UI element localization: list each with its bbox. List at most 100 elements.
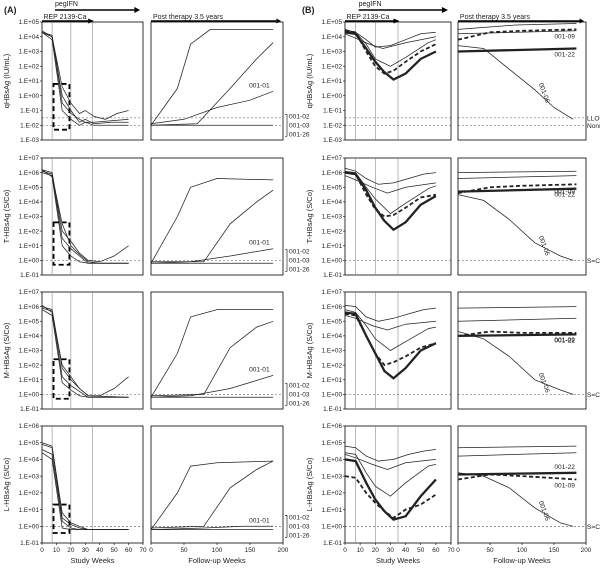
label-bracket: [285, 514, 288, 538]
series-unlabeled-3-study-b-row2: [345, 167, 436, 185]
y-tick-label: 1.E+00: [19, 258, 40, 265]
y-tick-label: 1.E+05: [322, 440, 343, 447]
series-001-03-follow-a-row4: [151, 460, 274, 529]
grid-layer: [40, 7, 587, 545]
series-001-03-follow-a-row3: [151, 320, 274, 397]
plot-frame-follow-b-row1: [457, 21, 587, 141]
label-001-01: 001-01: [249, 517, 270, 524]
y-axis-label-b-row1: qHBsAg (IU/mL): [305, 53, 314, 108]
y-tick-label: 1.E-01: [323, 406, 342, 413]
series-001-03-follow-a-row1: [151, 42, 274, 126]
y-tick-label: 1.E+02: [19, 228, 40, 235]
series-001-02-follow-a-row1: [151, 29, 274, 126]
y-tick-label: 1.E-01: [20, 108, 39, 115]
x-tick-label: 30: [82, 547, 90, 554]
text-layer: pegIFN REP 2139-Ca Post therapy 3.5 years p…: [2, 1, 600, 565]
series-001-26-study-a-row3: [42, 309, 129, 398]
y-tick-label: 1.E+01: [19, 377, 40, 384]
x-tick-label: 40: [96, 547, 104, 554]
y-tick-label: 1.E+01: [322, 507, 343, 514]
series-unlabeled-3-follow-b-row2: [458, 170, 577, 173]
series-unlabeled-4-study-b-row2: [345, 175, 436, 194]
y-tick-label: 1.E+00: [322, 523, 343, 530]
series-001-01-follow-a-row1: [151, 90, 274, 125]
series-001-26-study-a-row1: [42, 31, 129, 126]
series-unlabeled-4-study-b-row3: [345, 315, 436, 331]
x-tick-label: 10: [357, 547, 365, 554]
series-001-06-follow-b-row3: [458, 331, 574, 395]
y-tick-label: 1.E+06: [19, 423, 40, 430]
label-001-01: 001-01: [249, 240, 270, 247]
label-001-26: 001-26: [289, 532, 310, 539]
y-tick-label: 1.E+05: [19, 184, 40, 191]
y-tick-label: 1.E+05: [322, 184, 343, 191]
series-001-09-study-b-row3: [345, 313, 437, 367]
x-tick-label: 50: [486, 547, 494, 554]
label-001-09: 001-09: [554, 337, 575, 344]
x-tick-label: 150: [549, 547, 560, 554]
post-therapy-arrowhead: [579, 18, 585, 24]
series-001-22-follow-b-row1: [458, 47, 577, 53]
series-001-01-follow-a-row2: [151, 248, 274, 264]
y-tick-label: 1.E-02: [323, 122, 342, 129]
y-tick-label: 1.E+04: [19, 34, 40, 41]
y-tick-label: 1.E+03: [322, 214, 343, 221]
label-001-02: 001-02: [289, 382, 310, 389]
y-tick-label: 1.E+01: [19, 78, 40, 85]
x-tick-label: 70: [139, 547, 147, 554]
y-axis-label-a-row2: T-HBsAg (S/Co): [2, 189, 11, 243]
series-001-01-study-a-row3: [42, 306, 129, 397]
ref-label-sco: S=Co: [587, 392, 600, 399]
panel-label-a: (A): [4, 5, 17, 15]
series-001-02-study-a-row3: [42, 307, 129, 398]
series-001-06-study-b-row4: [345, 452, 436, 497]
y-tick-label: 1.E+00: [19, 392, 40, 399]
y-tick-label: 1.E+05: [322, 318, 343, 325]
label-bracket: [285, 249, 288, 272]
y-tick-label: 1.E+00: [19, 93, 40, 100]
y-tick-label: 1.E+03: [322, 348, 343, 355]
series-001-02-study-a-row1: [42, 31, 129, 125]
y-tick-label: 1.E+03: [19, 49, 40, 56]
label-001-03: 001-03: [289, 391, 310, 398]
y-tick-label: 1.E+02: [19, 63, 40, 70]
y-tick-label: 1.E+04: [322, 199, 343, 206]
series-unlabeled-4-follow-b-row3: [458, 317, 577, 322]
ref-label-nonreactive: Nonreactive: [587, 123, 600, 130]
y-tick-label: 1.E-01: [20, 406, 39, 413]
post-therapy-arrowhead: [276, 18, 282, 24]
y-tick-label: 1.E+01: [322, 78, 343, 85]
label-001-22: 001-22: [554, 52, 575, 59]
y-tick-label: 1.E+04: [19, 333, 40, 340]
label-001-09: 001-09: [554, 482, 575, 489]
panel-label-b: (B): [302, 5, 315, 15]
x-tick-label: 100: [517, 547, 528, 554]
y-tick-label: 1.E-02: [20, 122, 39, 129]
x-tick-label: 0: [149, 547, 153, 554]
series-001-26-study-a-row4: [42, 452, 129, 530]
series-layer: [42, 23, 577, 530]
y-tick-label: 1.E+00: [322, 93, 343, 100]
series-unlabeled-3-study-b-row1: [345, 29, 436, 48]
x-axis-label-study: Study Weeks: [70, 556, 114, 565]
label-001-03: 001-03: [289, 257, 310, 264]
y-tick-label: 1.E+05: [19, 440, 40, 447]
label-001-22: 001-22: [554, 192, 575, 199]
series-001-01-follow-a-row3: [151, 375, 274, 398]
x-tick-label: 50: [180, 547, 188, 554]
x-axis-label-follow: Follow-up Weeks: [493, 556, 551, 565]
y-tick-label: 1.E+00: [322, 258, 343, 265]
series-001-03-study-a-row1: [42, 30, 129, 120]
y-tick-label: 1.E+01: [322, 377, 343, 384]
series-001-06-study-b-row3: [345, 309, 436, 351]
y-tick-label: 1.E+07: [322, 155, 343, 162]
x-tick-label: 10: [53, 547, 61, 554]
series-001-22-study-b-row2: [345, 171, 437, 232]
series-unlabeled-4-study-b-row1: [345, 33, 436, 49]
series-unlabeled-3-study-b-row3: [345, 304, 436, 322]
label-001-03: 001-03: [289, 122, 310, 129]
pegifn-label: pegIFN: [359, 1, 382, 8]
series-unlabeled-4-study-b-row4: [345, 454, 436, 470]
series-001-22-study-b-row3: [345, 311, 437, 380]
